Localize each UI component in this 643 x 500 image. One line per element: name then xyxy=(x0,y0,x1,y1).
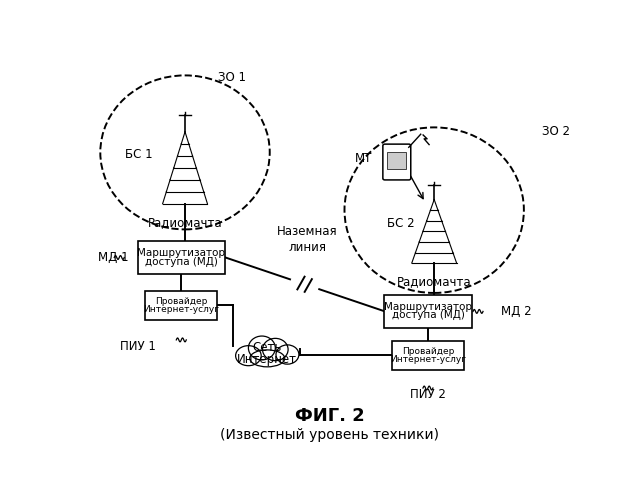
Bar xyxy=(138,241,225,274)
Text: Маршрутизатор: Маршрутизатор xyxy=(138,248,225,258)
Text: Сеть: Сеть xyxy=(253,342,282,354)
Text: Интернет: Интернет xyxy=(237,353,297,366)
FancyBboxPatch shape xyxy=(383,144,411,180)
Text: Провайдер: Провайдер xyxy=(402,347,454,356)
Text: Маршрутизатор: Маршрутизатор xyxy=(384,302,472,312)
Text: БС 2: БС 2 xyxy=(387,217,415,230)
Ellipse shape xyxy=(235,346,261,366)
Text: ЗО 1: ЗО 1 xyxy=(219,71,246,84)
Ellipse shape xyxy=(262,338,288,360)
Text: Провайдер: Провайдер xyxy=(155,297,208,306)
Text: Радиомачта: Радиомачта xyxy=(397,276,471,288)
Text: Наземная
линия: Наземная линия xyxy=(276,224,338,254)
Bar xyxy=(145,291,217,320)
Text: БС 1: БС 1 xyxy=(125,148,153,161)
Bar xyxy=(392,341,464,370)
Text: МТ: МТ xyxy=(354,152,372,164)
Text: Радиомачта: Радиомачта xyxy=(148,216,222,229)
Text: МД 1: МД 1 xyxy=(98,251,129,264)
Text: ФИГ. 2: ФИГ. 2 xyxy=(294,407,365,425)
Text: доступа (МД): доступа (МД) xyxy=(392,310,464,320)
Text: ЗО 2: ЗО 2 xyxy=(542,124,570,138)
Ellipse shape xyxy=(276,345,299,364)
Text: ПИУ 1: ПИУ 1 xyxy=(120,340,156,353)
Ellipse shape xyxy=(248,336,275,360)
Text: Интернет-услуг: Интернет-услуг xyxy=(143,304,219,314)
Bar xyxy=(385,295,471,328)
Text: Интернет-услуг: Интернет-услуг xyxy=(390,354,466,364)
Text: МД 2: МД 2 xyxy=(502,305,532,318)
Bar xyxy=(387,152,406,168)
Ellipse shape xyxy=(249,350,285,367)
Text: (Известный уровень техники): (Известный уровень техники) xyxy=(220,428,439,442)
Text: доступа (МД): доступа (МД) xyxy=(145,256,218,266)
Text: ПИУ 2: ПИУ 2 xyxy=(410,388,446,402)
